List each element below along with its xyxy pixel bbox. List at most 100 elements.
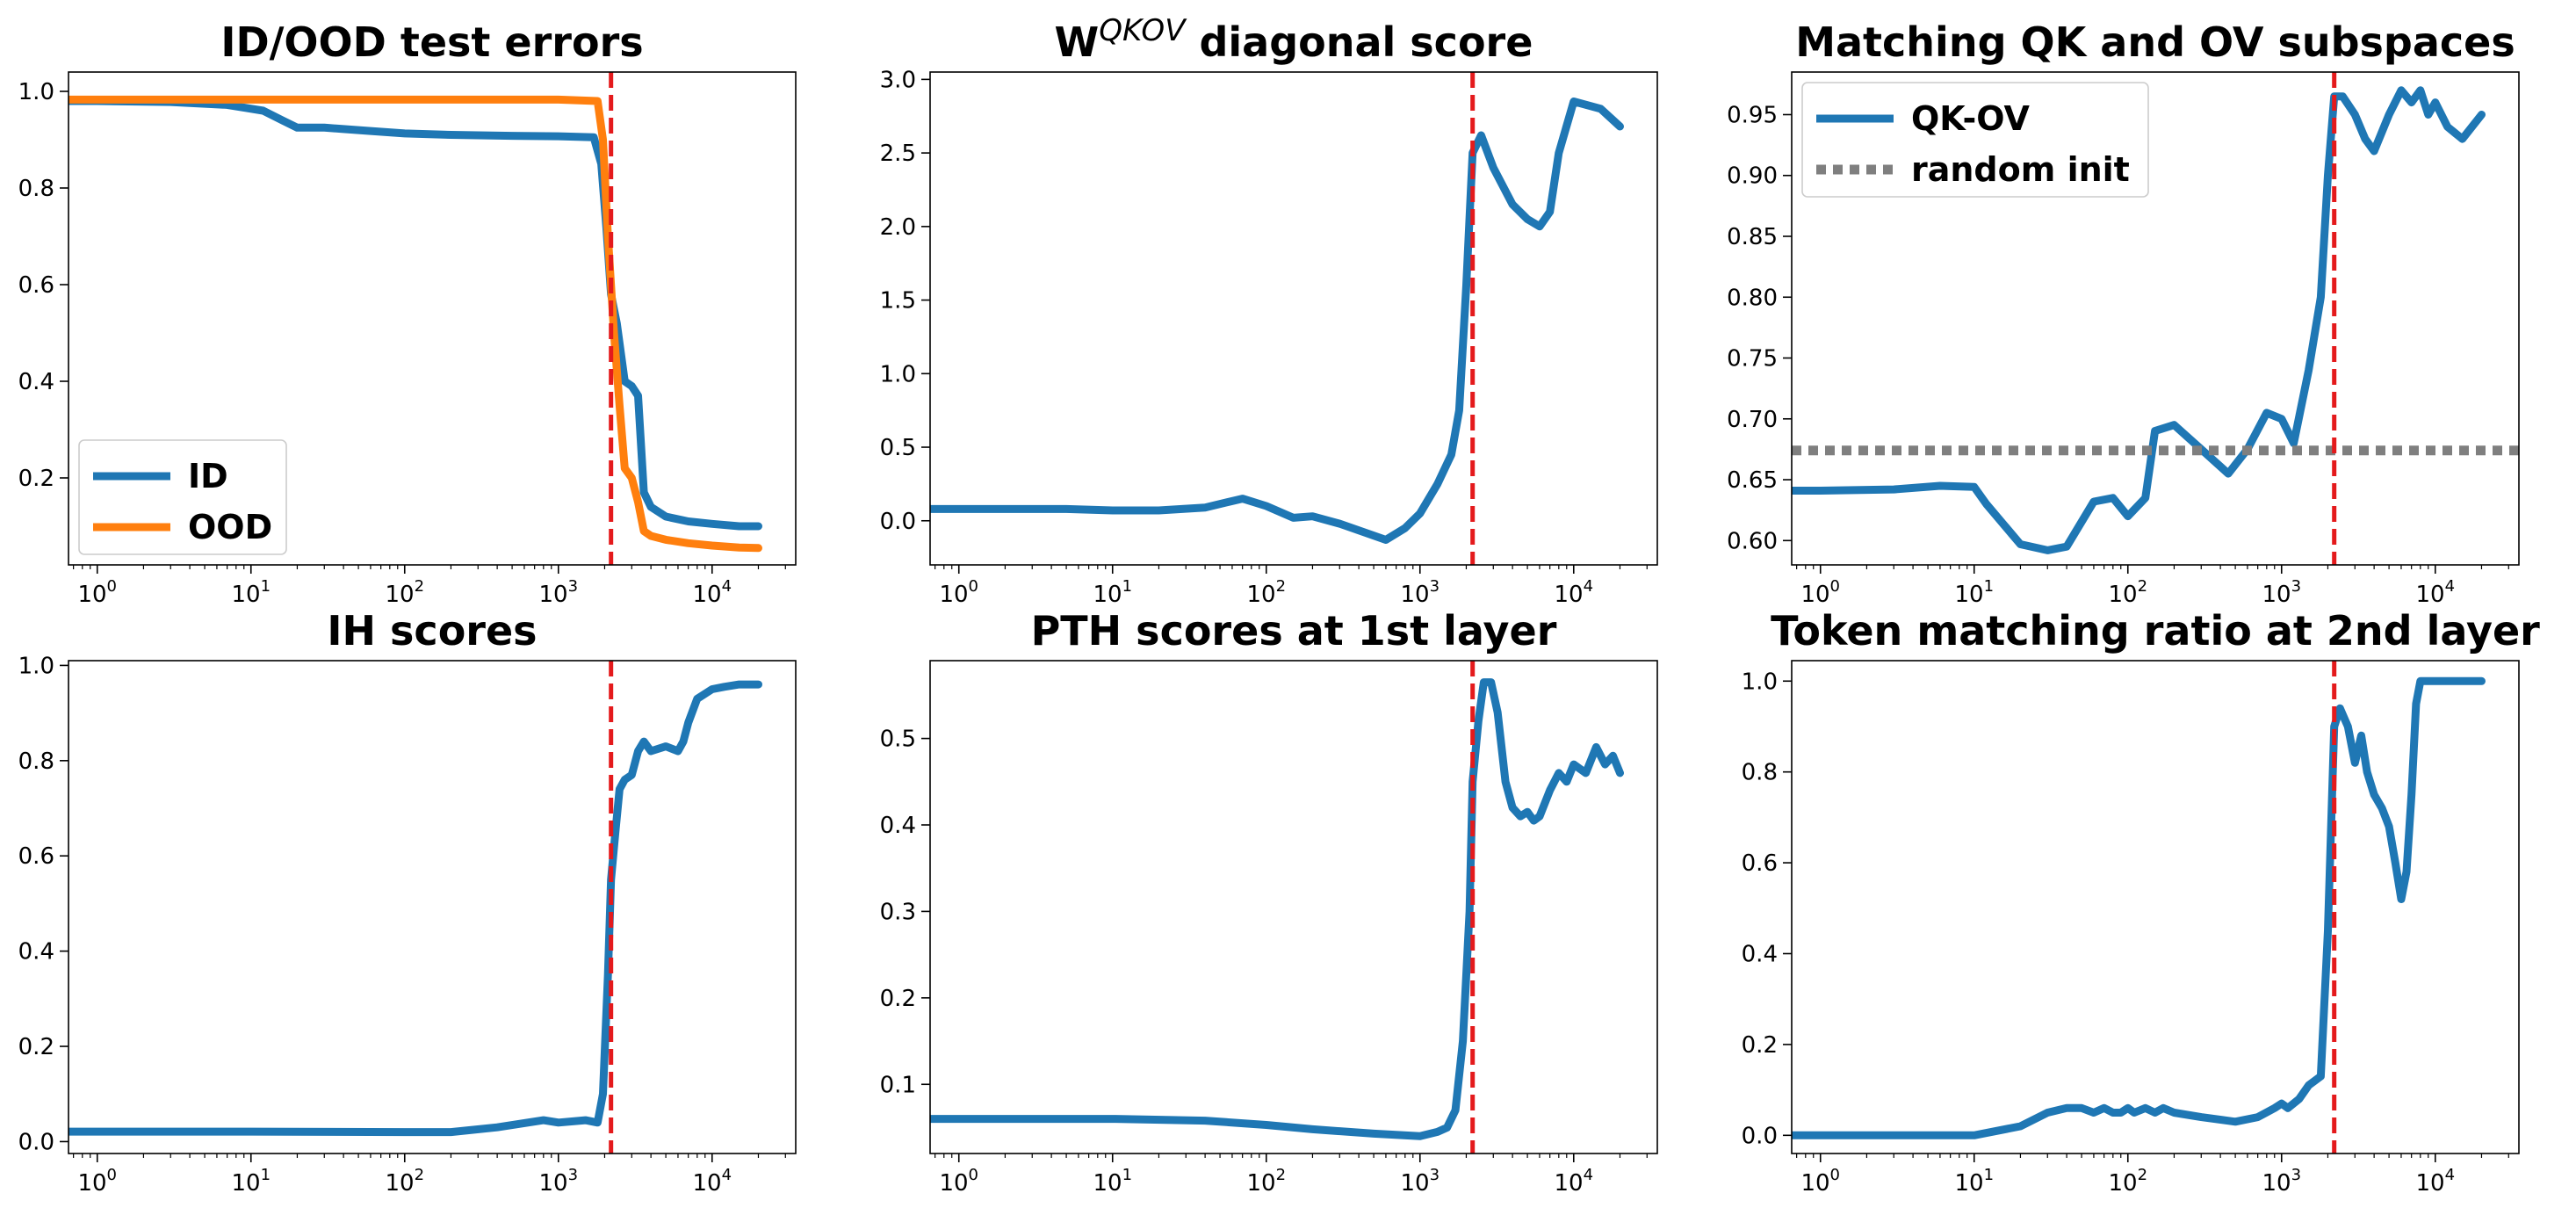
y-tick-label: 0.2 [18,1034,54,1060]
x-tick-label: 103 [538,1166,578,1197]
series-line-qk-ov [1792,86,2486,554]
y-tick-label: 0.0 [880,509,916,535]
x-tick-label: 101 [1954,1166,1994,1197]
x-tick-label: 102 [2108,577,2147,608]
x-tick-label: 101 [231,577,271,608]
chart-title-rest: diagonal score [1185,18,1533,66]
series-line-id [69,97,762,531]
x-tick-label: 102 [385,1166,424,1197]
y-tick-label: 0.2 [18,466,54,492]
y-tick-label: 0.4 [18,369,54,395]
x-tick-label: 101 [1093,577,1132,608]
axes-frame [929,71,1658,566]
legend-label: random init [1911,150,2130,189]
x-tick-label: 102 [1246,1166,1286,1197]
y-tick-label: 0.80 [1727,285,1778,311]
x-tick-label: 104 [693,577,732,608]
y-tick-label: 0.5 [880,435,916,461]
x-tick-label: 100 [939,577,978,608]
x-tick-label: 104 [2416,1166,2456,1197]
x-tick-label: 100 [77,577,117,608]
legend-label: QK-OV [1911,99,2031,138]
y-tick-label: 0.8 [1742,760,1778,786]
axes-frame [1791,660,2520,1154]
axes-frame [68,660,797,1154]
y-tick-label: 1.0 [1742,669,1778,695]
series-line-ood [69,95,762,553]
chart-title: PTH scores at 1st layer [1031,607,1557,655]
x-tick-label: 104 [2416,577,2456,608]
subplot-6: Token matching ratio at 2nd layer 100 101 1… [1742,607,2541,1197]
y-tick-label: 0.65 [1727,467,1778,494]
y-tick-label: 0.6 [18,843,54,870]
chart-title-main: W [1055,18,1100,66]
y-tick-label: 0.0 [1742,1123,1778,1149]
y-tick-label: 0.8 [18,749,54,775]
x-tick-label: 100 [77,1166,117,1197]
y-tick-label: 0.2 [1742,1032,1778,1059]
y-tick-label: 1.0 [18,79,54,105]
x-tick-label: 103 [2262,577,2301,608]
y-tick-label: 0.5 [880,727,916,753]
y-tick-label: 0.85 [1727,224,1778,250]
y-tick-label: 0.2 [880,986,916,1012]
series-line-1 [69,680,762,1137]
legend-label: ID [188,457,228,495]
y-tick-label: 0.60 [1727,528,1778,554]
chart-title: Matching QK and OV subspaces [1795,18,2515,66]
x-tick-label: 104 [1555,1166,1594,1197]
x-tick-label: 101 [1093,1166,1132,1197]
y-tick-label: 0.4 [1742,941,1778,967]
axes-frame [68,71,797,566]
y-tick-label: 0.95 [1727,102,1778,128]
y-tick-label: 1.0 [880,361,916,387]
y-tick-label: 1.5 [880,288,916,315]
axes-frame [929,660,1658,1154]
y-tick-label: 0.8 [18,176,54,202]
legend: ID OOD [78,439,287,555]
series-line-1 [930,678,1624,1140]
axes-frame [1791,71,2520,566]
y-tick-label: 2.0 [880,214,916,241]
x-tick-label: 100 [1800,577,1840,608]
y-tick-label: 0.3 [880,899,916,925]
chart-title: WQKOV diagonal score [1055,13,1533,66]
x-tick-label: 103 [2262,1166,2301,1197]
chart-title-superscript: QKOV [1099,13,1187,48]
x-tick-label: 103 [538,577,578,608]
y-tick-label: 2.5 [880,141,916,167]
x-tick-label: 102 [2108,1166,2147,1197]
y-tick-label: 0.0 [18,1129,54,1155]
x-tick-label: 100 [1800,1166,1840,1197]
series-line-1 [1792,676,2486,1139]
legend: QK-OV random init [1801,82,2149,198]
series-line-1 [930,98,1624,544]
y-tick-label: 1.0 [18,653,54,679]
x-tick-label: 103 [1400,577,1440,608]
legend-label: OOD [188,508,272,546]
y-tick-label: 0.1 [880,1072,916,1098]
y-tick-label: 0.6 [18,272,54,299]
x-tick-label: 101 [1954,577,1994,608]
y-tick-label: 0.90 [1727,163,1778,190]
x-tick-label: 104 [1555,577,1594,608]
subplot-1: ID/OOD test errors 100 101 102 103 104 0.2 0.4 0… [18,18,797,608]
chart-title: Token matching ratio at 2nd layer [1771,607,2540,655]
x-tick-label: 101 [231,1166,271,1197]
chart-title: ID/OOD test errors [220,18,643,66]
x-tick-label: 103 [1400,1166,1440,1197]
chart-title: IH scores [327,607,537,655]
y-tick-label: 0.4 [18,939,54,965]
x-tick-label: 102 [1246,577,1286,608]
subplot-3: Matching QK and OV subspaces 100 101 102 103… [1727,18,2520,608]
y-tick-label: 0.6 [1742,850,1778,877]
y-tick-label: 0.75 [1727,346,1778,372]
x-tick-label: 104 [693,1166,732,1197]
y-tick-label: 3.0 [880,67,916,93]
x-tick-label: 100 [939,1166,978,1197]
subplot-2: WQKOV diagonal score 100 101 102 103 104 0.0 0.… [880,13,1658,608]
subplot-4: IH scores 100 101 102 103 104 0.0 0.2 0.4 0.6 0.8 1… [18,607,797,1197]
y-tick-label: 0.70 [1727,407,1778,433]
y-tick-label: 0.4 [880,813,916,839]
